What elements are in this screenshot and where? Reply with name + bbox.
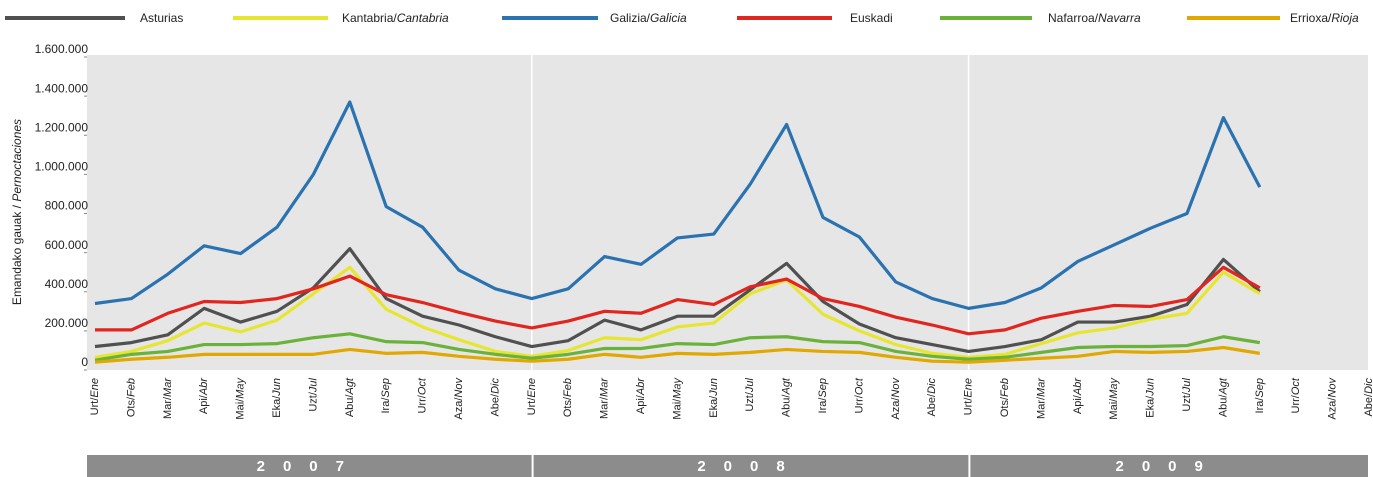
x-tick-label: Aza/Nov <box>1327 377 1339 420</box>
x-tick-label: Urr/Oct <box>417 377 429 413</box>
x-tick-label: Urt/Ene <box>89 378 101 415</box>
legend-label: Euskadi <box>850 11 893 25</box>
x-tick-label: Ira/Sep <box>1254 378 1266 413</box>
year-band <box>533 455 969 477</box>
x-tick-label: Ots/Feb <box>999 378 1011 417</box>
x-tick-label: Urt/Ene <box>526 378 538 415</box>
x-tick-label: Eka/Jun <box>1145 378 1157 418</box>
x-tick-label: Urt/Ene <box>963 378 975 415</box>
y-tick-label: 600.000 <box>45 238 89 252</box>
y-tick-label: 0 <box>81 355 88 369</box>
x-tick-label: Ots/Feb <box>125 378 137 417</box>
year-band <box>87 455 532 477</box>
x-tick-label: Mai/May <box>1108 377 1120 420</box>
year-label: 2008 <box>697 458 802 475</box>
y-tick-label: 1.600.000 <box>35 42 89 56</box>
x-tick-label: Abu/Agt <box>344 377 356 417</box>
year-label: 2007 <box>257 458 362 475</box>
series-line <box>95 265 1261 336</box>
x-tick-label: Mar/Mar <box>599 377 611 419</box>
x-tick-label: Abe/Dic <box>926 378 938 417</box>
series-line <box>94 247 1261 354</box>
x-tick-label: Ira/Sep <box>817 378 829 413</box>
x-tick-label: Uzt/Jul <box>744 377 756 411</box>
series-line <box>94 100 1262 310</box>
series-line <box>94 265 1261 359</box>
x-tick-label: Abe/Dic <box>1363 378 1373 417</box>
y-tick-label: 1.200.000 <box>35 120 89 134</box>
x-tick-label: Eka/Jun <box>271 378 283 418</box>
x-tick-label: Eka/Jun <box>708 378 720 418</box>
x-tick-label: Mar/Mar <box>1035 377 1047 419</box>
series-line <box>94 332 1261 362</box>
y-tick-label: 1.400.000 <box>35 81 89 95</box>
x-tick-label: Mar/Mar <box>162 377 174 419</box>
y-tick-label: 800.000 <box>45 199 89 213</box>
x-tick-label: Abe/Dic <box>489 378 501 417</box>
x-tick-label: Aza/Nov <box>453 377 465 420</box>
x-tick-label: Ira/Sep <box>380 378 392 413</box>
year-label: 2009 <box>1116 458 1221 475</box>
year-band <box>970 455 1368 477</box>
x-tick-label: Abu/Agt <box>1217 377 1229 417</box>
x-tick-label: Ots/Feb <box>562 378 574 417</box>
x-tick-label: Mai/May <box>235 377 247 420</box>
x-tick-label: Uzt/Jul <box>307 377 319 411</box>
x-tick-label: Api/Abr <box>198 377 210 414</box>
plot-area <box>87 55 1368 370</box>
legend-label: Errioxa/Rioja <box>1290 11 1359 25</box>
series-line <box>94 345 1261 364</box>
legend-label: Galizia/Galicia <box>610 11 687 25</box>
y-tick-label: 400.000 <box>45 277 89 291</box>
x-tick-label: Mai/May <box>671 377 683 420</box>
x-tick-label: Api/Abr <box>1072 377 1084 414</box>
legend-label: Kantabria/Cantabria <box>342 11 449 25</box>
y-axis-label: Emandako gauak / Pernoctaciones <box>10 119 24 305</box>
x-tick-label: Abu/Agt <box>781 377 793 417</box>
legend-label: Nafarroa/Navarra <box>1048 11 1141 25</box>
y-tick-label: 1.000.000 <box>35 160 89 174</box>
x-tick-label: Aza/Nov <box>890 377 902 420</box>
x-tick-label: Urr/Oct <box>1290 377 1302 413</box>
x-tick-label: Uzt/Jul <box>1181 377 1193 411</box>
x-tick-label: Urr/Oct <box>853 377 865 413</box>
y-tick-label: 200.000 <box>45 316 89 330</box>
x-tick-label: Api/Abr <box>635 377 647 414</box>
legend-label: Asturias <box>140 11 183 25</box>
